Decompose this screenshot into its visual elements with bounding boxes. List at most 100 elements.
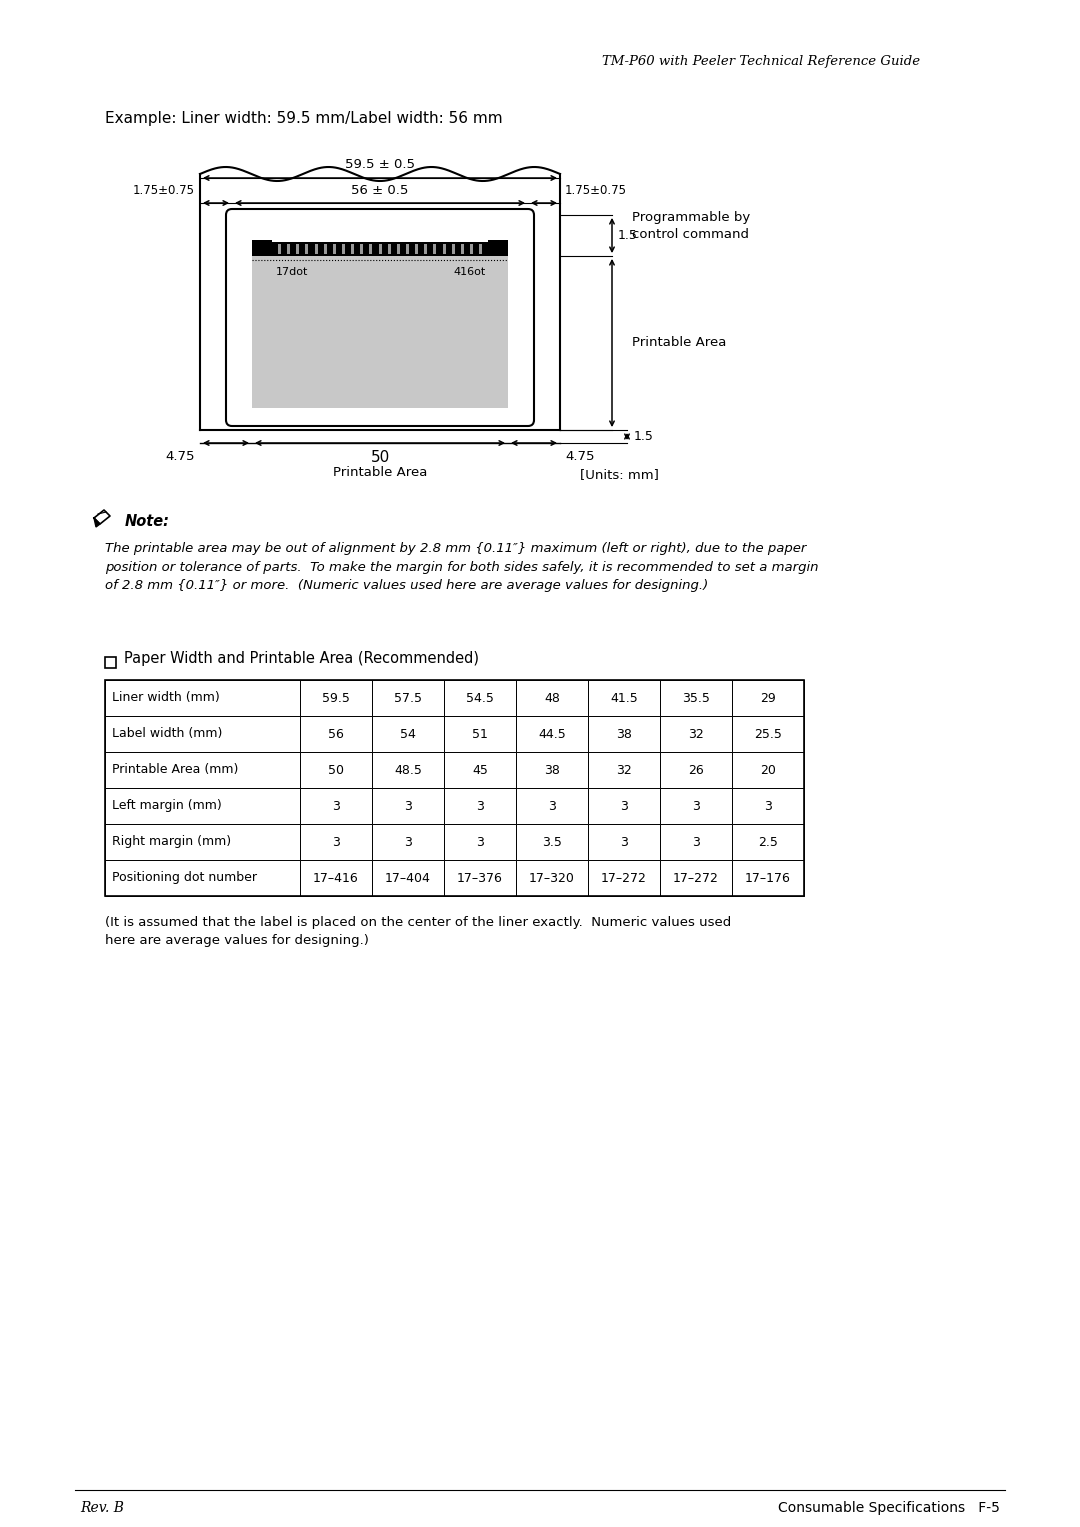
- Bar: [660, 680, 732, 716]
- Bar: [433, 244, 436, 253]
- Text: 17–320: 17–320: [529, 872, 575, 884]
- Bar: [406, 244, 409, 253]
- Polygon shape: [94, 518, 100, 527]
- Bar: [444, 825, 516, 860]
- Bar: [372, 716, 444, 751]
- Bar: [732, 680, 804, 716]
- Bar: [105, 751, 300, 788]
- Text: 59.5 ± 0.5: 59.5 ± 0.5: [345, 159, 415, 171]
- Bar: [444, 751, 516, 788]
- Text: 38: 38: [544, 764, 559, 777]
- Text: 26: 26: [688, 764, 704, 777]
- Text: 45: 45: [472, 764, 488, 777]
- Text: 35.5: 35.5: [683, 692, 710, 704]
- Bar: [588, 860, 660, 896]
- Bar: [300, 788, 372, 825]
- Bar: [300, 680, 372, 716]
- Bar: [732, 825, 804, 860]
- Bar: [461, 244, 463, 253]
- Bar: [444, 860, 516, 896]
- Bar: [269, 244, 272, 253]
- Text: 3: 3: [548, 800, 556, 812]
- Bar: [732, 860, 804, 896]
- Bar: [105, 788, 300, 825]
- Text: 4.75: 4.75: [565, 450, 594, 464]
- Text: 59.5: 59.5: [322, 692, 350, 704]
- Text: 3: 3: [692, 800, 700, 812]
- Bar: [488, 244, 491, 253]
- Text: Left margin (mm): Left margin (mm): [112, 800, 221, 812]
- Text: 3: 3: [404, 835, 411, 849]
- Text: 17–272: 17–272: [602, 872, 647, 884]
- Bar: [488, 240, 508, 257]
- Bar: [498, 244, 500, 253]
- Text: Printable Area (mm): Printable Area (mm): [112, 764, 239, 777]
- Text: TM-P60 with Peeler Technical Reference Guide: TM-P60 with Peeler Technical Reference G…: [602, 55, 920, 69]
- Bar: [300, 860, 372, 896]
- Text: 3: 3: [476, 835, 484, 849]
- Bar: [660, 716, 732, 751]
- Bar: [444, 680, 516, 716]
- Bar: [333, 244, 336, 253]
- Bar: [324, 244, 326, 253]
- Bar: [660, 788, 732, 825]
- Bar: [372, 825, 444, 860]
- Bar: [300, 716, 372, 751]
- Text: 3: 3: [404, 800, 411, 812]
- Text: 3: 3: [692, 835, 700, 849]
- Bar: [369, 244, 373, 253]
- Bar: [516, 825, 588, 860]
- Bar: [105, 825, 300, 860]
- Bar: [443, 244, 446, 253]
- Text: 38: 38: [616, 727, 632, 741]
- Bar: [252, 240, 272, 257]
- Bar: [588, 680, 660, 716]
- Bar: [588, 825, 660, 860]
- Bar: [252, 241, 508, 257]
- Bar: [516, 680, 588, 716]
- Bar: [732, 788, 804, 825]
- Text: Paper Width and Printable Area (Recommended): Paper Width and Printable Area (Recommen…: [124, 651, 480, 666]
- Text: 17–376: 17–376: [457, 872, 503, 884]
- Bar: [451, 244, 455, 253]
- FancyBboxPatch shape: [226, 209, 534, 426]
- Text: Printable Area: Printable Area: [333, 467, 428, 479]
- Bar: [660, 860, 732, 896]
- Text: 17–272: 17–272: [673, 872, 719, 884]
- Text: Printable Area: Printable Area: [632, 336, 727, 350]
- Text: [Units: mm]: [Units: mm]: [580, 469, 659, 481]
- Text: 48: 48: [544, 692, 559, 704]
- Bar: [306, 244, 309, 253]
- Bar: [444, 788, 516, 825]
- Bar: [314, 244, 318, 253]
- Text: 48.5: 48.5: [394, 764, 422, 777]
- Text: Label width (mm): Label width (mm): [112, 727, 222, 741]
- Text: 1.75±0.75: 1.75±0.75: [133, 183, 195, 197]
- Text: 20: 20: [760, 764, 775, 777]
- Bar: [105, 860, 300, 896]
- Bar: [378, 244, 381, 253]
- Text: 51: 51: [472, 727, 488, 741]
- Text: 3: 3: [476, 800, 484, 812]
- Bar: [372, 680, 444, 716]
- Bar: [516, 751, 588, 788]
- Bar: [396, 244, 400, 253]
- Text: Example: Liner width: 59.5 mm/Label width: 56 mm: Example: Liner width: 59.5 mm/Label widt…: [105, 110, 502, 125]
- Text: 32: 32: [616, 764, 632, 777]
- Bar: [660, 825, 732, 860]
- Text: 57.5: 57.5: [394, 692, 422, 704]
- Bar: [415, 244, 418, 253]
- Text: 416ot: 416ot: [454, 267, 486, 276]
- Text: 4.75: 4.75: [165, 450, 195, 464]
- Text: The printable area may be out of alignment by 2.8 mm {0.11″} maximum (left or ri: The printable area may be out of alignme…: [105, 542, 819, 592]
- Text: 3: 3: [620, 835, 627, 849]
- Bar: [470, 244, 473, 253]
- Bar: [259, 244, 262, 253]
- Text: Liner width (mm): Liner width (mm): [112, 692, 219, 704]
- Text: 1.75±0.75: 1.75±0.75: [565, 183, 627, 197]
- Text: 50: 50: [328, 764, 345, 777]
- Text: 1.5: 1.5: [618, 229, 638, 241]
- Text: 25.5: 25.5: [754, 727, 782, 741]
- Text: 54: 54: [400, 727, 416, 741]
- Text: 41.5: 41.5: [610, 692, 638, 704]
